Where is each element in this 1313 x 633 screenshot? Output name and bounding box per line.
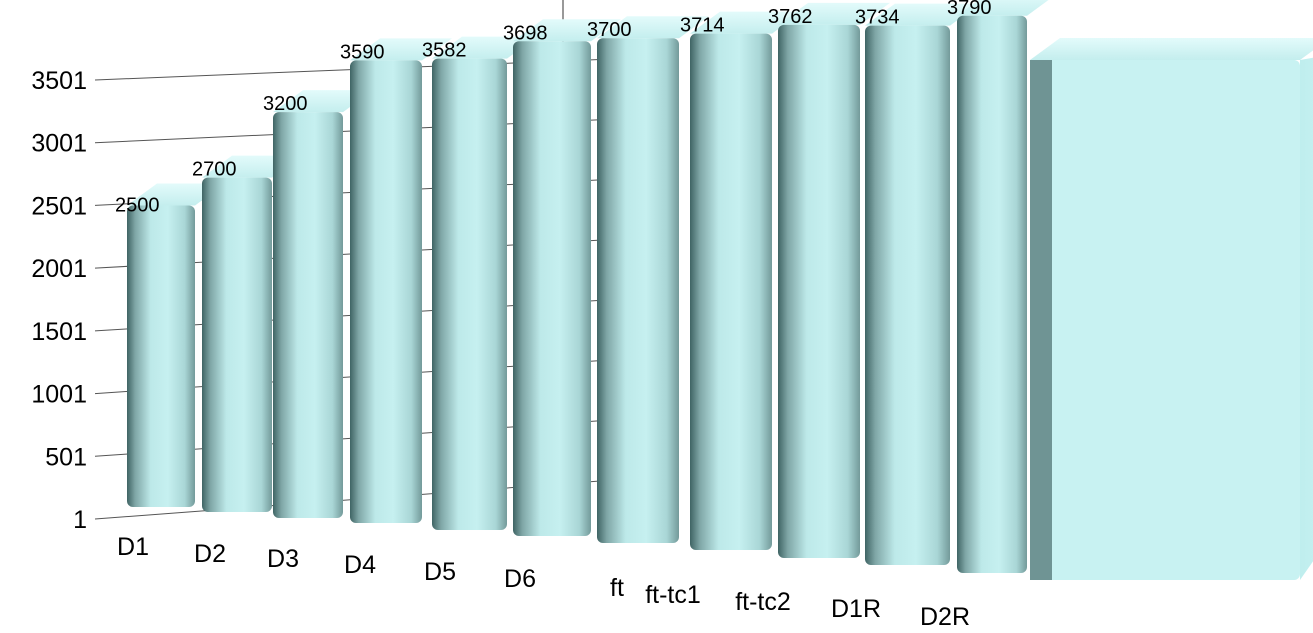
category-label: D1 — [117, 533, 149, 561]
y-tick-label: 1001 — [31, 381, 87, 409]
y-tick-label: 2001 — [31, 255, 87, 283]
bar — [865, 3, 980, 566]
bar — [432, 36, 537, 530]
value-label: 3700 — [587, 19, 632, 41]
category-label: ft — [610, 574, 624, 602]
y-tick-label: 501 — [45, 443, 87, 471]
y-tick-label: 1501 — [31, 318, 87, 346]
bar — [957, 0, 1049, 573]
bar — [127, 183, 225, 507]
value-label: 3582 — [422, 40, 467, 62]
value-label: 3734 — [855, 7, 900, 29]
bar — [350, 38, 452, 523]
category-label: D1R — [831, 595, 881, 623]
category-label: D4 — [344, 551, 376, 579]
category-label: ft-tc2 — [735, 588, 791, 616]
y-tick-label: 3501 — [31, 67, 87, 95]
value-label: 3762 — [768, 6, 813, 28]
category-label: D2 — [194, 540, 226, 568]
bar — [1030, 38, 1313, 580]
value-label: 2700 — [192, 159, 237, 181]
labels: 2500 2700 3200 3590 3582 3698 3700 3714 3762 3734… — [115, 0, 992, 631]
category-label: D5 — [424, 558, 456, 586]
bars — [127, 0, 1313, 580]
bar — [273, 90, 373, 519]
category-label: D3 — [267, 545, 299, 573]
category-label: ft-tc1 — [645, 581, 701, 609]
bar — [597, 16, 709, 543]
category-label: D6 — [504, 565, 536, 593]
y-tick-label: 3001 — [31, 130, 87, 158]
y-tick-label: 1 — [73, 506, 87, 534]
bar — [690, 11, 802, 550]
value-label: 3698 — [503, 22, 548, 44]
bar — [778, 2, 890, 558]
category-label: D2R — [920, 603, 970, 631]
value-label: 2500 — [115, 195, 160, 217]
value-label: 3200 — [263, 93, 308, 115]
value-label: 3714 — [680, 15, 725, 37]
bar — [513, 19, 621, 536]
value-label: 3790 — [947, 0, 992, 19]
y-tick-label: 2501 — [31, 192, 87, 220]
value-label: 3590 — [340, 41, 385, 63]
